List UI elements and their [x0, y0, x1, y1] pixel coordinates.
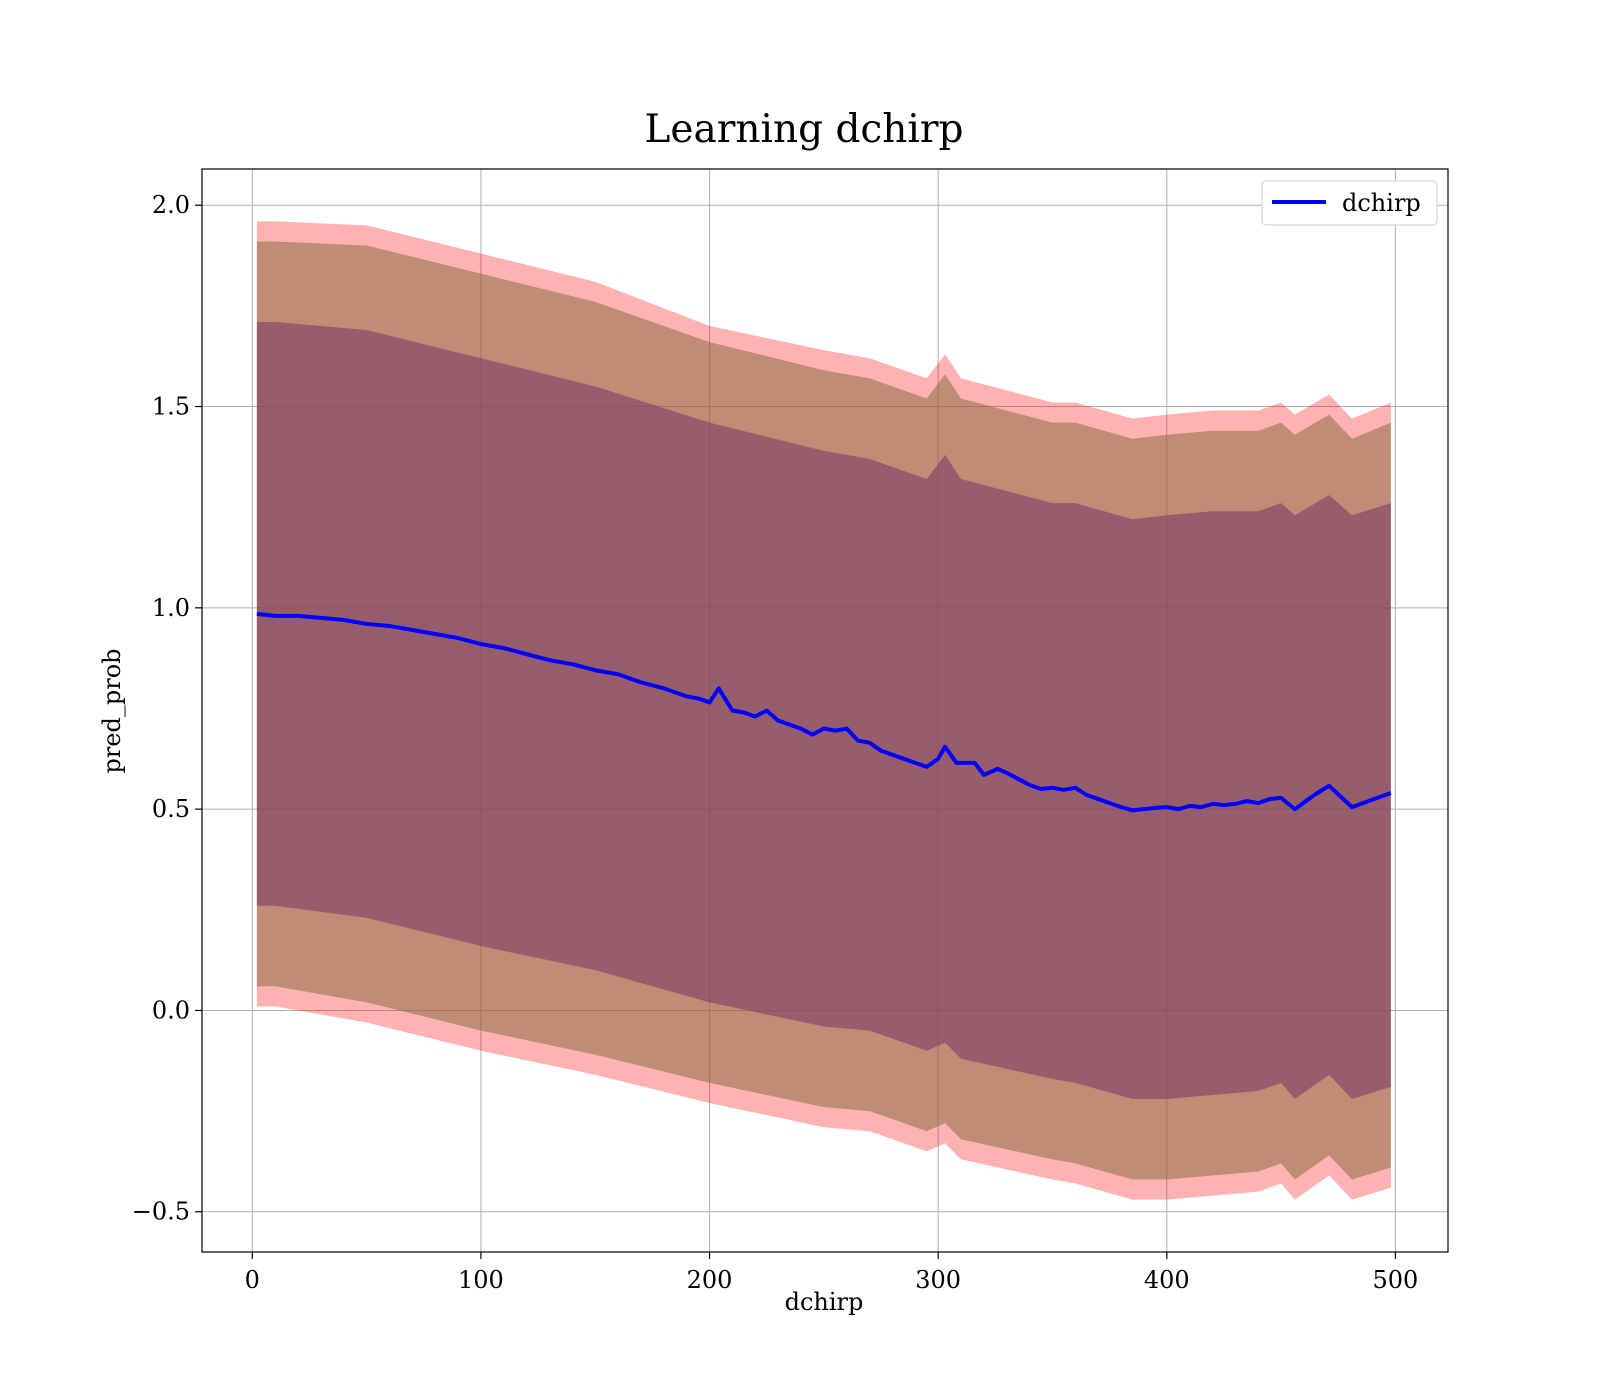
chart-title: Learning dchirp — [645, 107, 964, 152]
y-axis-label: pred_prob — [98, 648, 126, 773]
x-tick-label: 300 — [915, 1266, 961, 1294]
legend-label: dchirp — [1342, 189, 1421, 217]
y-tick-label: −0.5 — [132, 1198, 190, 1226]
x-tick-label: 400 — [1144, 1266, 1190, 1294]
x-tick-label: 100 — [458, 1266, 504, 1294]
legend-box — [1261, 180, 1438, 226]
plot-area-frame — [201, 168, 1449, 1253]
x-tick-label: 200 — [687, 1266, 733, 1294]
y-tick-label: 0.5 — [152, 795, 190, 823]
legend: dchirp — [1261, 180, 1438, 226]
series-line-1 — [256, 611, 1392, 813]
confidence-band-3 — [256, 321, 1391, 1100]
y-tick-label: 2.0 — [152, 191, 190, 219]
y-tick-label: 1.0 — [152, 594, 190, 622]
axis-ticks: 0 100 200 300 400 500 −0.5 0.0 0.5 1.0 1.5 2.0 — [132, 191, 1419, 1294]
y-tick-label: 0.0 — [152, 996, 190, 1024]
x-tick-label: 0 — [245, 1266, 260, 1294]
y-tick-label: 1.5 — [152, 393, 190, 421]
confidence-bands — [256, 221, 1391, 1200]
series-lines — [256, 611, 1392, 813]
x-axis-label: dchirp — [785, 1288, 864, 1316]
x-tick-label: 500 — [1373, 1266, 1419, 1294]
